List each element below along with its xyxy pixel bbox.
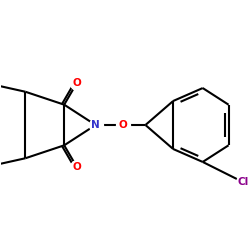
Text: Cl: Cl	[238, 177, 249, 187]
Text: N: N	[91, 120, 100, 130]
Text: O: O	[73, 78, 82, 88]
Text: O: O	[119, 120, 128, 130]
Text: O: O	[73, 162, 82, 172]
